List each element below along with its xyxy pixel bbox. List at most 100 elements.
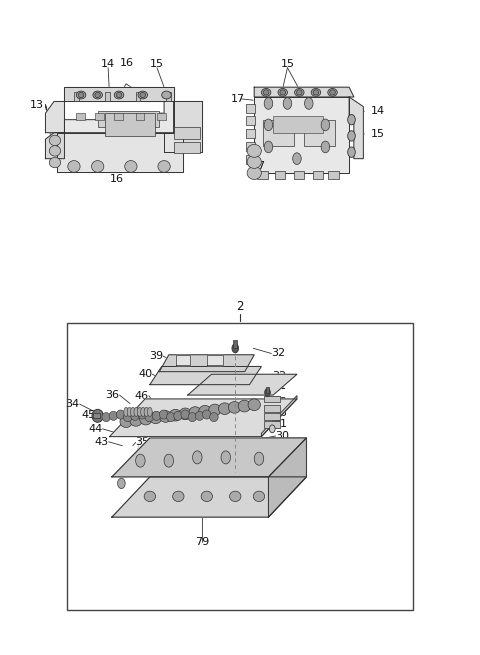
Ellipse shape [348,115,355,125]
Text: 32: 32 [271,348,286,358]
Text: 45: 45 [82,410,96,420]
Ellipse shape [131,411,139,421]
Ellipse shape [188,413,197,422]
Text: 13: 13 [30,100,44,110]
Text: 14: 14 [371,106,385,116]
Bar [246,129,255,138]
Ellipse shape [174,411,182,421]
Ellipse shape [131,407,135,417]
Ellipse shape [218,403,231,415]
Bar [74,92,79,102]
Ellipse shape [102,413,110,422]
Polygon shape [109,399,297,437]
Ellipse shape [199,405,211,417]
Text: 34: 34 [65,399,80,409]
Ellipse shape [209,404,221,416]
Bar [246,116,255,125]
Ellipse shape [144,491,156,502]
Bar [264,396,280,402]
Ellipse shape [124,407,129,417]
Ellipse shape [283,98,292,109]
Ellipse shape [164,454,174,467]
Polygon shape [46,102,64,133]
Ellipse shape [263,90,269,95]
Ellipse shape [348,131,355,141]
Text: 31: 31 [273,419,287,428]
Text: 41: 41 [272,381,287,391]
Ellipse shape [158,160,170,172]
Ellipse shape [321,141,330,153]
Ellipse shape [229,491,241,502]
Polygon shape [64,102,174,133]
Text: 16: 16 [120,58,134,67]
Bar [76,113,85,120]
Ellipse shape [116,410,125,419]
Bar [304,120,335,145]
Polygon shape [46,133,64,159]
Bar [105,113,155,136]
Bar [263,120,294,145]
Polygon shape [150,366,261,384]
Ellipse shape [253,491,264,502]
Ellipse shape [192,451,202,464]
Text: 36: 36 [106,390,120,400]
Ellipse shape [169,409,181,421]
Ellipse shape [120,416,132,428]
Ellipse shape [134,407,139,417]
Bar [246,141,255,151]
Polygon shape [349,97,363,159]
Ellipse shape [297,90,302,95]
Ellipse shape [261,88,271,96]
Text: 44: 44 [88,424,102,434]
Bar [275,171,285,179]
Ellipse shape [254,452,264,465]
Ellipse shape [173,491,184,502]
Ellipse shape [189,407,201,419]
Bar [264,421,280,428]
Bar [136,92,140,102]
Ellipse shape [136,454,145,467]
Polygon shape [188,374,297,395]
Polygon shape [164,102,202,152]
Ellipse shape [147,407,152,417]
Ellipse shape [221,451,230,464]
Bar [273,117,323,133]
Ellipse shape [293,153,301,164]
Text: 42: 42 [175,428,189,438]
Ellipse shape [280,90,286,95]
Polygon shape [112,438,306,477]
Bar [67,323,413,610]
Ellipse shape [92,409,103,422]
Text: 30: 30 [276,431,289,441]
Bar [246,104,255,113]
Polygon shape [176,355,190,365]
Bar [294,171,304,179]
Bar [264,405,280,412]
Ellipse shape [127,407,132,417]
Ellipse shape [269,425,275,433]
Ellipse shape [92,160,104,172]
Ellipse shape [138,410,146,419]
Ellipse shape [49,157,60,168]
Ellipse shape [264,98,273,109]
Text: 2: 2 [236,300,244,313]
Text: 16: 16 [109,174,124,185]
Polygon shape [112,477,306,517]
Text: 79: 79 [195,537,209,547]
Text: 35: 35 [136,438,150,447]
Ellipse shape [278,88,288,96]
Bar [96,113,104,120]
Ellipse shape [203,410,211,419]
Ellipse shape [247,155,261,168]
Ellipse shape [159,411,172,422]
Ellipse shape [141,407,145,417]
Ellipse shape [140,92,145,98]
Text: 17: 17 [230,94,245,104]
Ellipse shape [247,166,261,179]
Bar [312,171,323,179]
Ellipse shape [264,119,273,131]
Ellipse shape [247,144,261,157]
Ellipse shape [321,119,330,131]
Ellipse shape [138,91,147,99]
Polygon shape [254,87,354,97]
